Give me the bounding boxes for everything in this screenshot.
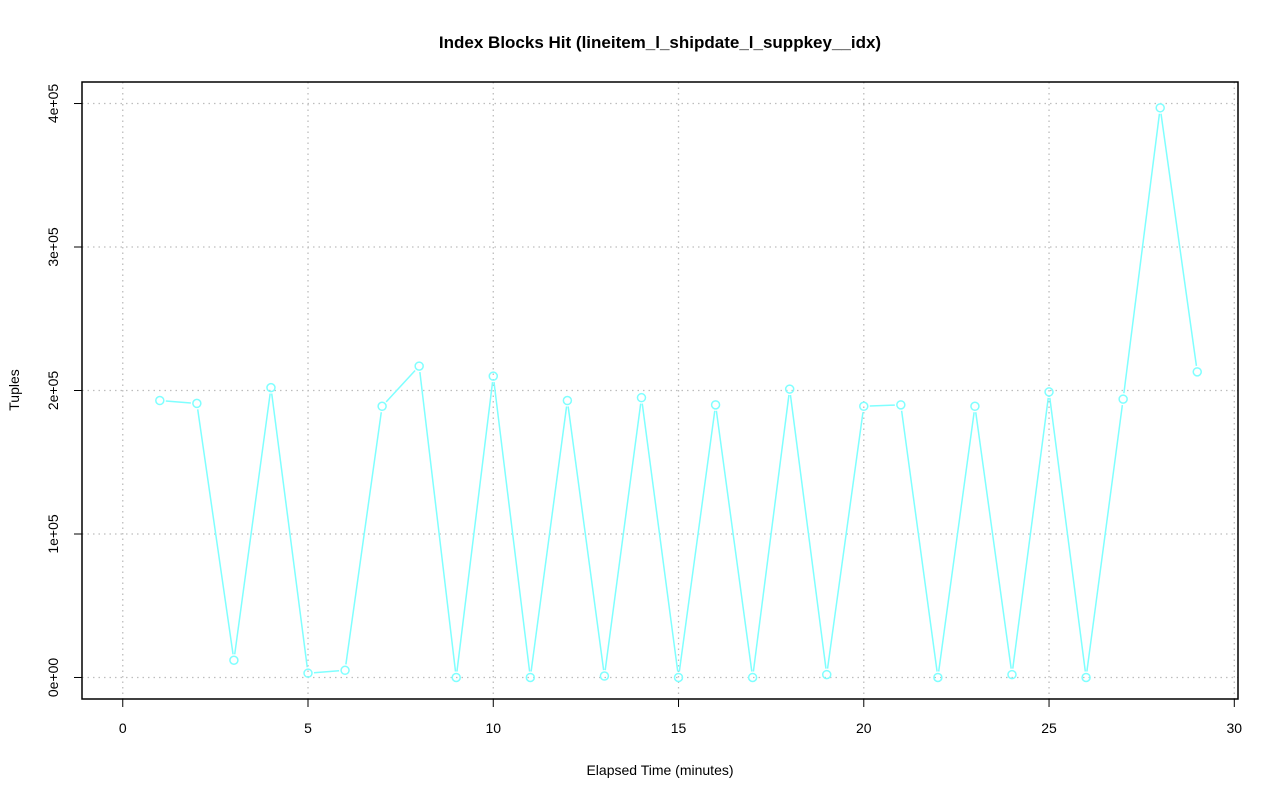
y-tick-label: 3e+05	[45, 227, 61, 267]
data-point	[525, 672, 536, 683]
series-segment	[233, 393, 271, 655]
axes: 0 5 10 15 20 25 30 0e+00 1e+05 2e+05 3e+05 4e+05	[45, 84, 1242, 736]
data-point	[710, 400, 721, 410]
data-point	[821, 669, 832, 680]
x-tick-label: 25	[1041, 720, 1057, 736]
series-segment	[1123, 113, 1161, 394]
series-segment	[975, 412, 1012, 669]
y-tick-label: 1e+05	[45, 514, 61, 554]
x-tick-label: 30	[1227, 720, 1243, 736]
x-tick-label: 10	[485, 720, 501, 736]
data-point	[340, 665, 350, 676]
grid	[82, 82, 1238, 699]
series-segment	[715, 410, 753, 672]
series-segment	[270, 393, 308, 668]
series-segment	[1160, 113, 1198, 367]
data-point	[414, 361, 424, 371]
data-point	[1007, 669, 1017, 680]
data-point	[970, 401, 980, 412]
y-tick-label: 2e+05	[45, 371, 61, 411]
data-point	[859, 401, 869, 412]
x-tick-label: 20	[856, 720, 872, 736]
series-segment	[345, 412, 383, 665]
series-segment	[1049, 397, 1087, 672]
data-point	[488, 371, 499, 381]
y-tick-label: 4e+05	[45, 84, 61, 124]
data-point	[784, 384, 795, 394]
data-point	[1081, 672, 1091, 683]
data-point	[673, 672, 684, 683]
x-tick-label: 5	[304, 720, 312, 736]
x-axis-label: Elapsed Time (minutes)	[586, 762, 733, 778]
x-tick-label: 15	[671, 720, 687, 736]
series-segment	[752, 394, 790, 672]
data-point	[155, 395, 165, 406]
series-segment	[826, 412, 864, 669]
data-point	[636, 392, 647, 403]
x-tick-label: 0	[119, 720, 127, 736]
data-point	[599, 671, 610, 681]
series-segment	[456, 382, 494, 672]
data-point	[1192, 367, 1202, 377]
series-segment	[869, 404, 895, 407]
series-segment	[937, 412, 975, 672]
series-segment	[604, 403, 642, 671]
series-segment	[313, 670, 340, 674]
plot-frame	[81, 81, 1239, 700]
data-point	[933, 672, 943, 683]
data-point	[896, 400, 906, 410]
series-segment	[385, 370, 416, 403]
series-segment	[789, 394, 827, 669]
series-segment	[1012, 397, 1050, 669]
series-segment	[900, 410, 938, 672]
series-segment	[678, 410, 716, 672]
y-axis-label: Tuples	[6, 369, 22, 411]
chart-title: Index Blocks Hit (lineitem_l_shipdate_l_…	[439, 33, 881, 52]
series-layer	[155, 103, 1202, 683]
data-point	[192, 398, 202, 409]
series-segment	[196, 409, 234, 655]
series-segment	[641, 403, 679, 672]
data-point	[747, 672, 758, 683]
series-segment	[530, 406, 568, 672]
series-segment	[419, 371, 457, 672]
y-tick-label: 0e+00	[45, 658, 61, 698]
data-point	[303, 668, 313, 678]
data-point	[1118, 394, 1128, 404]
series-segment	[493, 382, 531, 672]
data-point	[562, 395, 573, 406]
data-point	[266, 382, 276, 393]
data-point	[451, 672, 461, 683]
data-point	[1044, 387, 1054, 397]
series-segment	[165, 400, 191, 404]
data-point	[229, 655, 239, 666]
data-point	[1155, 103, 1165, 113]
series-segment	[1086, 404, 1124, 672]
data-point	[377, 401, 387, 412]
series-segment	[567, 406, 605, 671]
